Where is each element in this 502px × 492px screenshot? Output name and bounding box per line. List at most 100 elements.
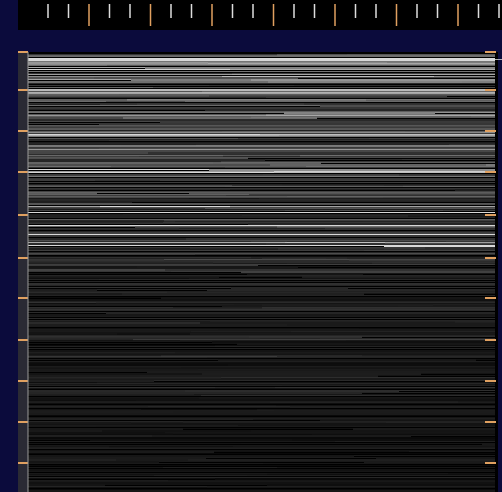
streak: [28, 364, 228, 366]
streak: [238, 138, 369, 139]
streak: [28, 329, 495, 331]
streak: [180, 340, 346, 341]
streak: [188, 459, 495, 461]
streak: [369, 138, 495, 139]
streak: [28, 409, 141, 410]
streak: [247, 273, 363, 275]
streak: [28, 199, 495, 201]
streak: [28, 92, 495, 94]
streak: [353, 428, 495, 430]
streak: [359, 328, 495, 329]
streak: [28, 54, 277, 55]
streak: [99, 279, 495, 280]
streak: [109, 446, 233, 447]
streak: [28, 220, 164, 221]
streak: [123, 214, 242, 215]
streak: [28, 356, 277, 357]
streak: [28, 441, 160, 442]
streak: [101, 434, 312, 435]
streak: [253, 419, 320, 420]
streak: [251, 430, 495, 432]
streak: [97, 289, 207, 290]
streak: [28, 413, 495, 415]
streak: [28, 73, 232, 74]
streak: [28, 407, 495, 408]
streak: [266, 243, 495, 245]
streak: [161, 297, 495, 299]
streak: [28, 105, 179, 106]
streak: [214, 451, 409, 452]
streak: [222, 305, 398, 307]
streak: [28, 324, 287, 326]
streak: [425, 247, 495, 248]
streak: [231, 287, 348, 289]
streak: [28, 214, 123, 215]
streak: [384, 245, 495, 247]
streak: [140, 375, 378, 377]
streak: [159, 461, 364, 462]
streak: [28, 201, 132, 203]
streak: [160, 121, 495, 123]
streak: [167, 291, 495, 292]
streak: [28, 189, 230, 190]
streak: [28, 320, 495, 321]
streak: [28, 188, 495, 189]
streak: [28, 185, 232, 186]
streak: [28, 276, 219, 278]
streak: [145, 392, 362, 394]
streak: [205, 109, 495, 111]
streak: [28, 481, 495, 482]
streak: [28, 228, 179, 229]
streak: [28, 289, 97, 291]
streak: [28, 260, 495, 262]
streak: [317, 117, 495, 118]
streak: [354, 455, 495, 456]
streak: [411, 435, 495, 436]
streak: [28, 341, 212, 342]
streak: [28, 114, 266, 115]
streak: [28, 348, 495, 349]
streak: [274, 410, 495, 411]
streak: [277, 226, 495, 228]
streak: [28, 411, 173, 413]
streak: [28, 144, 196, 145]
streak: [28, 130, 222, 131]
streak: [28, 85, 209, 86]
streak: [160, 209, 323, 210]
streak: [28, 132, 495, 133]
streak: [28, 266, 137, 268]
streak: [28, 378, 495, 380]
streak: [28, 247, 190, 248]
streak: [131, 422, 386, 423]
streak: [249, 336, 362, 338]
streak: [173, 433, 495, 434]
streak: [28, 223, 248, 224]
streak: [493, 263, 495, 264]
streak: [28, 447, 495, 448]
streak: [28, 297, 161, 298]
streak: [28, 486, 207, 487]
streak: [28, 467, 163, 468]
streak: [28, 162, 213, 164]
streak: [28, 152, 148, 154]
streak: [28, 212, 495, 213]
streak: [263, 463, 495, 464]
streak: [28, 451, 214, 453]
streak: [28, 252, 495, 253]
streak: [28, 180, 160, 181]
streak: [28, 385, 495, 386]
streak: [28, 111, 205, 112]
ticks: [18, 4, 500, 492]
streak: [28, 448, 495, 449]
streak: [248, 223, 495, 225]
streak: [28, 121, 160, 122]
streak: [106, 312, 495, 314]
streak: [28, 357, 207, 358]
streak: [28, 367, 181, 368]
streak: [28, 469, 495, 471]
streak: [28, 243, 266, 245]
streak: [160, 441, 335, 442]
streak: [28, 353, 495, 355]
streak: [28, 242, 285, 243]
streak: [262, 258, 326, 259]
